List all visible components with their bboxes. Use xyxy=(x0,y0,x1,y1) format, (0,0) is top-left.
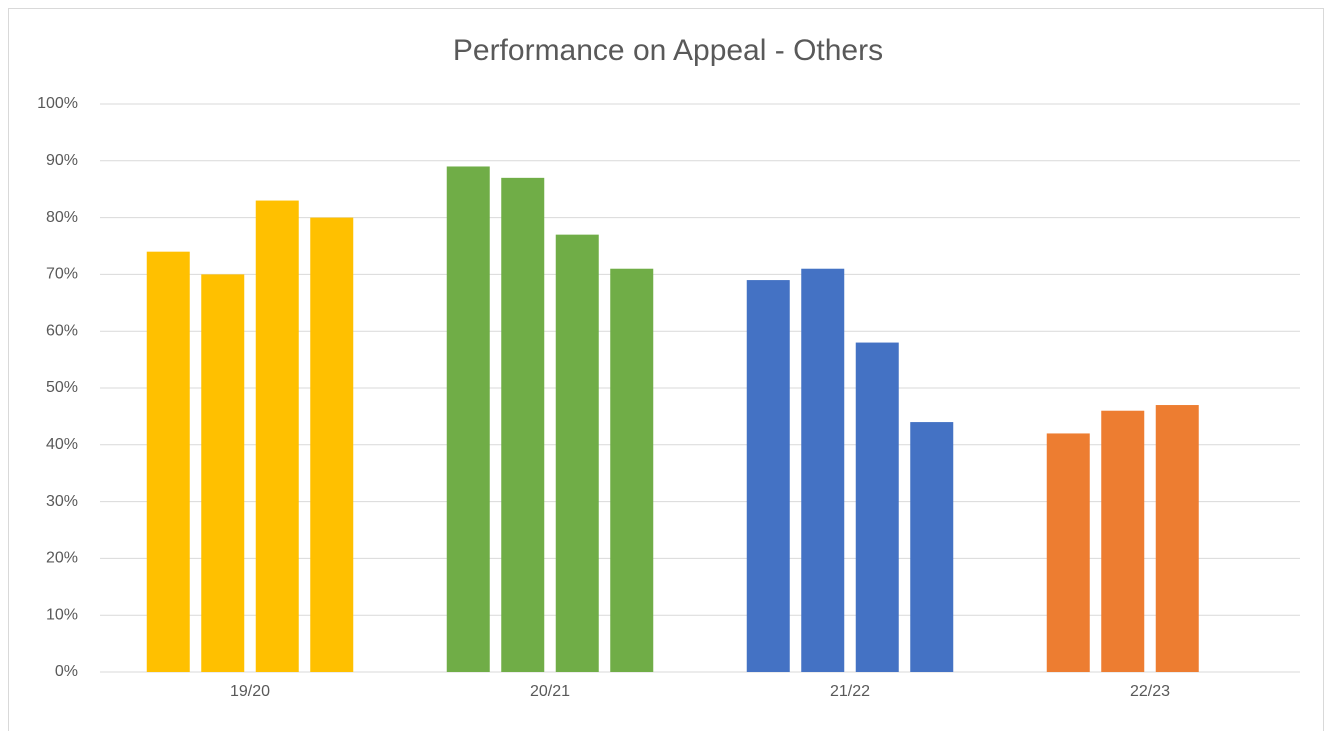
bar xyxy=(501,177,545,672)
bar xyxy=(610,268,654,672)
bar xyxy=(910,422,954,672)
bar xyxy=(1155,405,1199,672)
bar xyxy=(201,274,245,672)
bar xyxy=(801,268,845,672)
x-tick-label: 21/22 xyxy=(830,683,870,700)
bar xyxy=(446,166,490,673)
y-tick-label: 40% xyxy=(46,436,78,453)
y-tick-label: 30% xyxy=(46,493,78,510)
bar xyxy=(1046,433,1090,672)
y-tick-label: 80% xyxy=(46,209,78,226)
y-tick-label: 90% xyxy=(46,152,78,169)
bar xyxy=(255,200,299,672)
chart-title: Performance on Appeal - Others xyxy=(453,34,883,67)
bar xyxy=(555,234,599,672)
x-tick-label: 22/23 xyxy=(1130,683,1170,700)
y-tick-label: 100% xyxy=(37,95,78,112)
y-tick-label: 20% xyxy=(46,550,78,567)
y-tick-label: 70% xyxy=(46,266,78,283)
bar xyxy=(1101,410,1145,672)
x-tick-label: 19/20 xyxy=(230,683,270,700)
x-tick-label: 20/21 xyxy=(530,683,570,700)
bar xyxy=(855,342,899,672)
bar xyxy=(746,280,790,672)
y-tick-label: 50% xyxy=(46,379,78,396)
y-tick-label: 10% xyxy=(46,606,78,623)
bar xyxy=(146,251,190,672)
bar xyxy=(310,217,354,672)
y-tick-label: 0% xyxy=(55,663,78,680)
y-tick-label: 60% xyxy=(46,322,78,339)
